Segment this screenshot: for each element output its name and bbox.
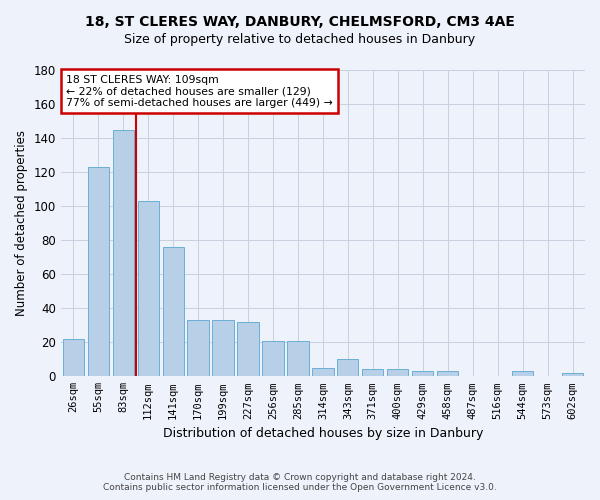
X-axis label: Distribution of detached houses by size in Danbury: Distribution of detached houses by size … — [163, 427, 483, 440]
Bar — [287, 340, 308, 376]
Bar — [437, 371, 458, 376]
Text: 18, ST CLERES WAY, DANBURY, CHELMSFORD, CM3 4AE: 18, ST CLERES WAY, DANBURY, CHELMSFORD, … — [85, 15, 515, 29]
Bar — [113, 130, 134, 376]
Bar — [187, 320, 209, 376]
Text: 18 ST CLERES WAY: 109sqm
← 22% of detached houses are smaller (129)
77% of semi-: 18 ST CLERES WAY: 109sqm ← 22% of detach… — [66, 74, 333, 108]
Bar — [312, 368, 334, 376]
Bar — [212, 320, 233, 376]
Bar — [387, 370, 409, 376]
Bar — [512, 371, 533, 376]
Bar — [262, 340, 284, 376]
Bar — [62, 339, 84, 376]
Y-axis label: Number of detached properties: Number of detached properties — [15, 130, 28, 316]
Bar — [362, 370, 383, 376]
Text: Contains HM Land Registry data © Crown copyright and database right 2024.
Contai: Contains HM Land Registry data © Crown c… — [103, 473, 497, 492]
Text: Size of property relative to detached houses in Danbury: Size of property relative to detached ho… — [124, 32, 476, 46]
Bar — [238, 322, 259, 376]
Bar — [163, 247, 184, 376]
Bar — [88, 167, 109, 376]
Bar — [412, 371, 433, 376]
Bar — [337, 360, 358, 376]
Bar — [562, 373, 583, 376]
Bar — [137, 201, 159, 376]
